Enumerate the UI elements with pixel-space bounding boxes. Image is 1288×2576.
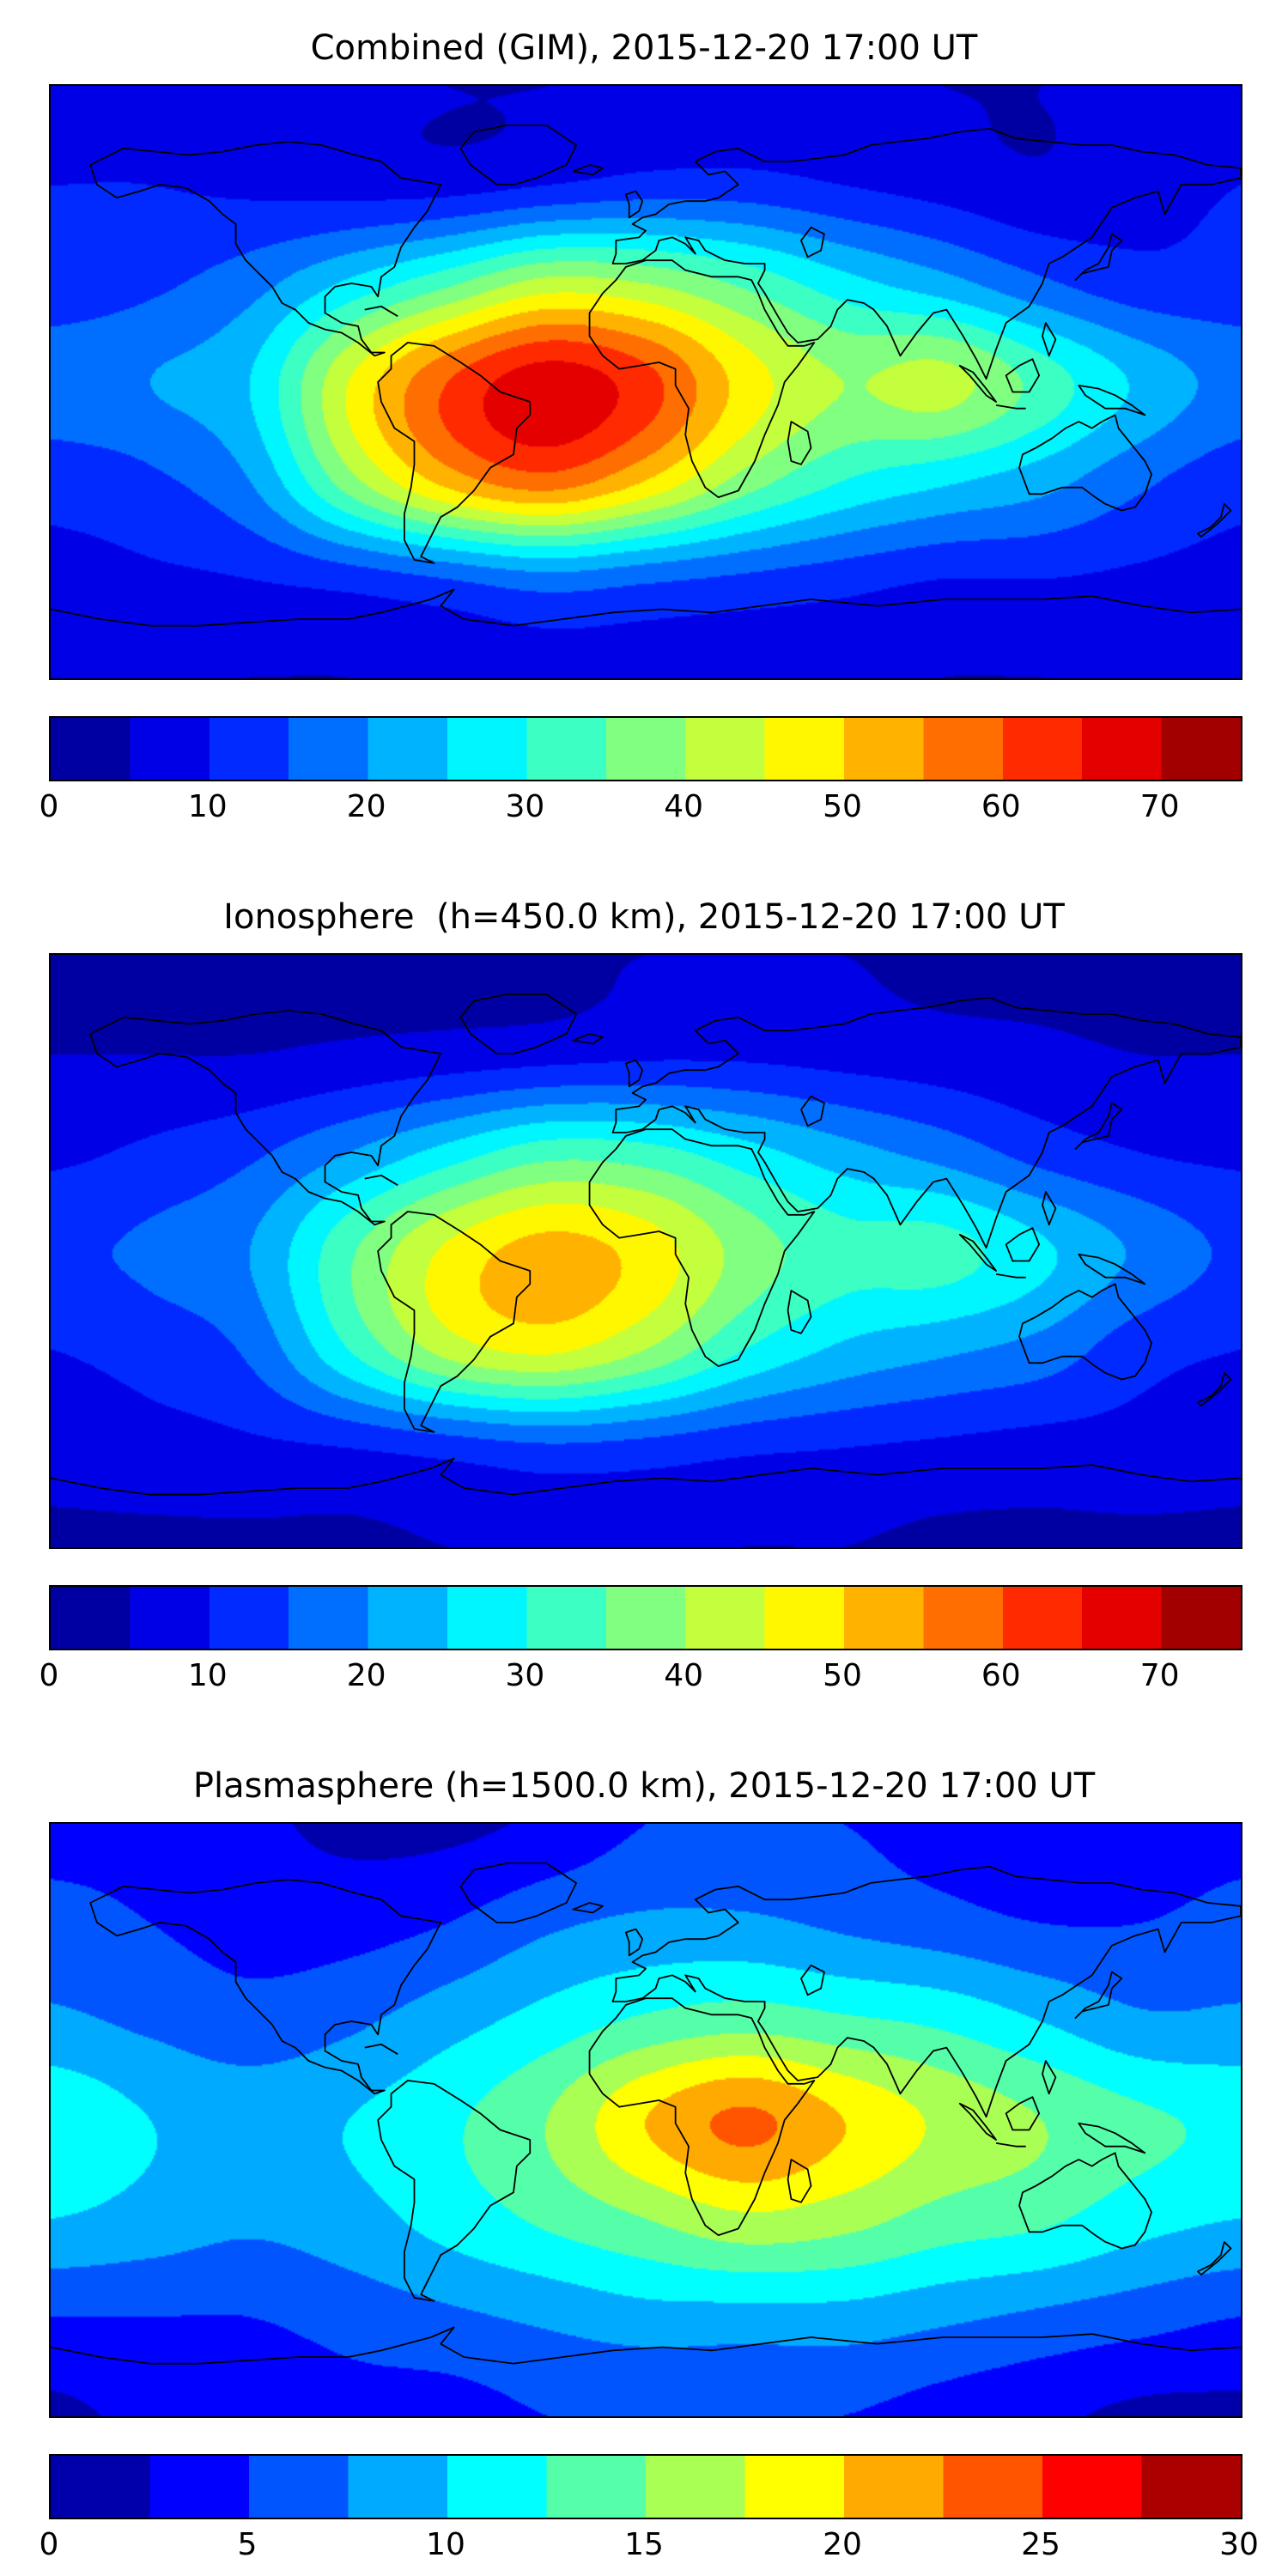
colorbar-ticks-combined: 0 10 20 30 40 50 60 70 bbox=[39, 788, 1239, 833]
map-plasmasphere bbox=[49, 1822, 1242, 2418]
colorbar-tick-label: 25 bbox=[1021, 2527, 1060, 2562]
colorbar-tick-label: 40 bbox=[664, 789, 704, 824]
colorbar-tick-label: 10 bbox=[426, 2527, 465, 2562]
colorbar-tick-label: 60 bbox=[981, 789, 1021, 824]
colorbar-tick-label: 30 bbox=[505, 789, 545, 824]
tec-field-canvas bbox=[51, 955, 1241, 1547]
coastline-overlay bbox=[51, 86, 1241, 678]
colorbar-tick-label: 60 bbox=[981, 1658, 1021, 1693]
tec-field-canvas bbox=[51, 1824, 1241, 2416]
colorbar-tick-label: 10 bbox=[187, 789, 228, 824]
colorbar-tick-label: 15 bbox=[624, 2527, 664, 2562]
tec-field-canvas bbox=[51, 86, 1241, 678]
colorbar-tick-label: 20 bbox=[823, 2527, 862, 2562]
colorbar-tick-label: 50 bbox=[823, 789, 862, 824]
colorbar-tick-label: 5 bbox=[237, 2527, 258, 2562]
colorbar-tick-label: 30 bbox=[1219, 2527, 1259, 2562]
colorbar-tick-label: 70 bbox=[1139, 789, 1180, 824]
colorbar-tick-label: 0 bbox=[39, 1658, 59, 1693]
colorbar-plasmasphere bbox=[49, 2454, 1242, 2519]
colorbar-tick-label: 20 bbox=[346, 789, 386, 824]
panel-title-plasmasphere: Plasmasphere (h=1500.0 km), 2015-12-20 1… bbox=[192, 1766, 1096, 1806]
colorbar-tick-label: 0 bbox=[39, 2527, 59, 2562]
panel-combined-gim: Combined (GIM), 2015-12-20 17:00 UT 0 10 2… bbox=[39, 0, 1242, 833]
colorbar-tick-label: 50 bbox=[823, 1658, 862, 1693]
colorbar-ionosphere bbox=[49, 1585, 1242, 1650]
colorbar-combined bbox=[49, 716, 1242, 781]
colorbar-tick-label: 10 bbox=[187, 1658, 228, 1693]
map-combined bbox=[49, 84, 1242, 680]
colorbar-ticks-ionosphere: 0 10 20 30 40 50 60 70 bbox=[39, 1657, 1239, 1702]
colorbar-tick-label: 0 bbox=[39, 789, 59, 824]
panel-ionosphere: Ionosphere (h=450.0 km), 2015-12-20 17:0… bbox=[39, 833, 1242, 1702]
panel-title-ionosphere: Ionosphere (h=450.0 km), 2015-12-20 17:0… bbox=[223, 897, 1065, 937]
colorbar-tick-label: 30 bbox=[505, 1658, 545, 1693]
map-ionosphere bbox=[49, 953, 1242, 1549]
coastline-overlay bbox=[51, 1824, 1241, 2416]
colorbar-tick-label: 70 bbox=[1139, 1658, 1180, 1693]
panel-title-combined: Combined (GIM), 2015-12-20 17:00 UT bbox=[310, 28, 978, 68]
colorbar-ticks-plasmasphere: 0 5 10 15 20 25 30 bbox=[39, 2526, 1259, 2571]
coastline-overlay bbox=[51, 955, 1241, 1547]
colorbar-tick-label: 20 bbox=[346, 1658, 386, 1693]
panel-plasmasphere: Plasmasphere (h=1500.0 km), 2015-12-20 1… bbox=[39, 1702, 1259, 2571]
colorbar-tick-label: 40 bbox=[664, 1658, 704, 1693]
